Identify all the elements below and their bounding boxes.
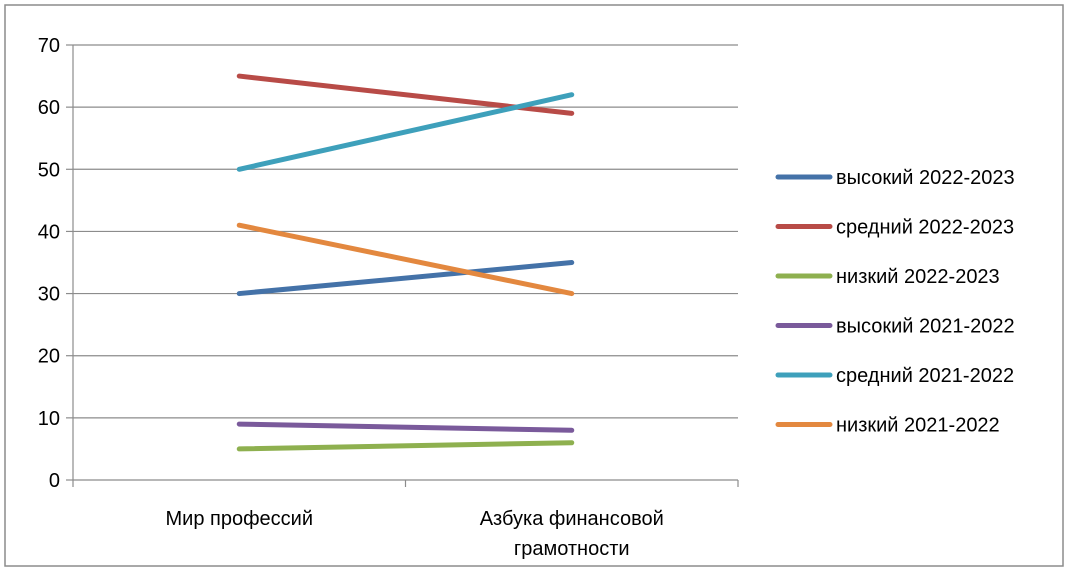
legend-item: высокий 2022-2023 <box>775 167 1015 189</box>
x-tick-label: Мир профессий <box>165 508 313 530</box>
series-line <box>236 92 575 172</box>
legend-label: высокий 2022-2023 <box>836 167 1015 189</box>
series-lines <box>236 73 575 452</box>
legend-item: высокий 2021-2022 <box>775 316 1015 338</box>
legend-item: средний 2021-2022 <box>775 365 1014 387</box>
legend: высокий 2022-2023 средний 2022-2023 низкий… <box>775 167 1015 437</box>
y-tick-label: 10 <box>38 408 60 430</box>
legend-item: низкий 2021-2022 <box>775 415 1000 437</box>
y-tick-label: 60 <box>38 97 60 119</box>
axes <box>66 44 739 487</box>
series-line <box>236 421 575 433</box>
series-line <box>236 222 575 297</box>
y-tick-label: 40 <box>38 221 60 243</box>
y-tick-label: 20 <box>38 346 60 368</box>
y-tick-label: 0 <box>49 470 60 492</box>
legend-label: средний 2022-2023 <box>836 217 1014 239</box>
legend-label: низкий 2021-2022 <box>836 415 1000 437</box>
legend-label: средний 2021-2022 <box>836 365 1014 387</box>
series-line <box>236 260 575 297</box>
x-tick-label: Азбука финансовой грамотности <box>480 508 664 560</box>
y-tick-label: 50 <box>38 159 60 181</box>
y-tick-label: 30 <box>38 284 60 306</box>
legend-label: низкий 2022-2023 <box>836 266 1000 288</box>
x-axis-tick-labels: Мир профессий Азбука финансовой грамотност… <box>165 508 663 560</box>
series-line <box>236 440 575 452</box>
gridlines <box>73 44 738 419</box>
legend-label: высокий 2021-2022 <box>836 316 1015 338</box>
y-axis-tick-labels: 0 10 20 30 40 50 60 70 <box>38 35 60 492</box>
legend-item: низкий 2022-2023 <box>775 266 1000 288</box>
y-tick-label: 70 <box>38 35 60 57</box>
legend-item: средний 2022-2023 <box>775 217 1014 239</box>
